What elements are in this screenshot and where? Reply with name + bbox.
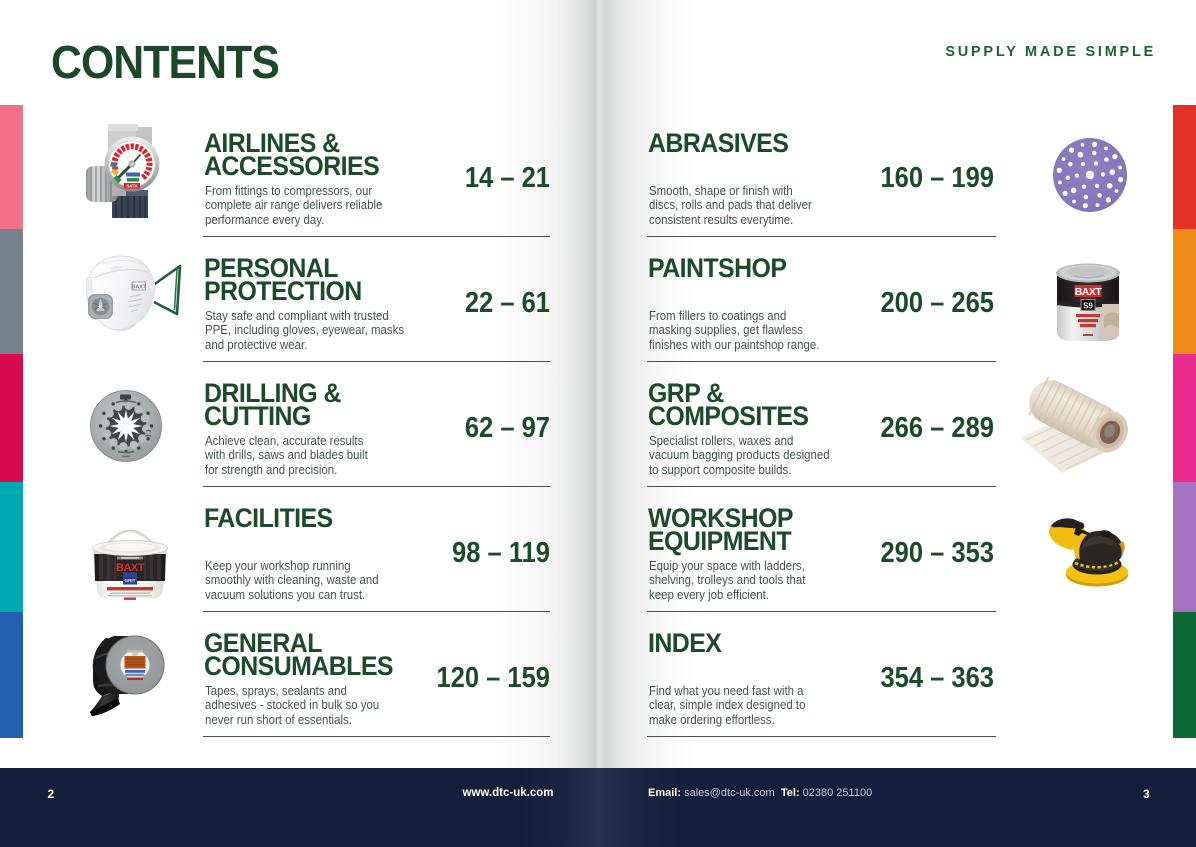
svg-text:SATA: SATA: [126, 184, 138, 189]
svg-text:BAXT: BAXT: [132, 284, 147, 290]
svg-text:BAXT: BAXT: [116, 562, 145, 574]
svg-text:GRIT: GRIT: [125, 578, 136, 583]
svg-text:BAXT: BAXT: [1075, 286, 1103, 298]
svg-text:S9: S9: [1083, 302, 1093, 311]
